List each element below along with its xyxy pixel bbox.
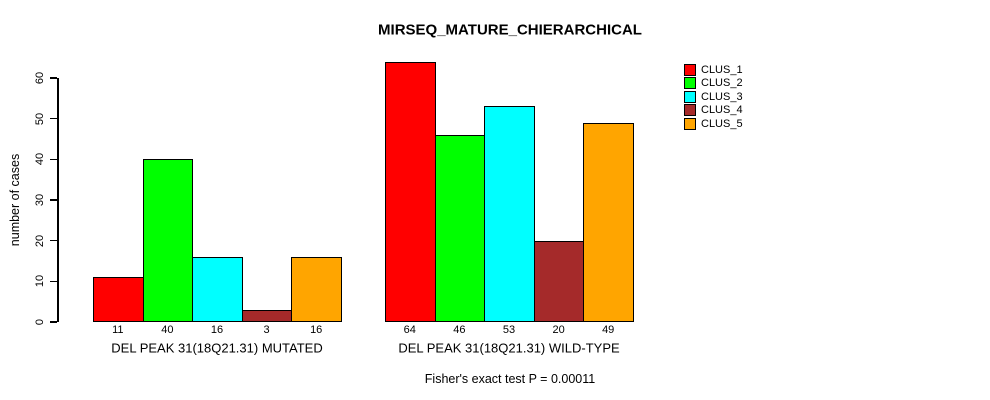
legend-swatch-icon — [684, 117, 696, 130]
y-tick-mark — [50, 199, 57, 201]
chart-title: MIRSEQ_MATURE_CHIERARCHICAL — [378, 21, 642, 39]
legend-label: CLUS_1 — [701, 63, 743, 76]
bar-CLUS_4-group1 — [533, 240, 585, 322]
legend-item-CLUS_2: CLUS_2 — [684, 77, 743, 90]
bar-value-label: 64 — [403, 324, 416, 336]
bar-value-label: 3 — [263, 324, 270, 336]
legend-label: CLUS_3 — [701, 90, 743, 103]
bar-value-label: 16 — [210, 324, 224, 336]
bar-CLUS_5-group0 — [291, 256, 342, 322]
y-axis-line — [57, 78, 59, 322]
y-tick-mark — [50, 239, 57, 242]
y-tick-label: 10 — [34, 275, 46, 288]
y-tick-label: 40 — [34, 153, 46, 166]
bar-CLUS_2-group0 — [142, 159, 194, 322]
legend-label: CLUS_5 — [701, 117, 743, 130]
legend-label: CLUS_2 — [701, 77, 743, 90]
legend-swatch-icon — [684, 77, 696, 90]
bar-CLUS_3-group0 — [192, 256, 243, 322]
y-tick-label: 60 — [34, 71, 46, 85]
x-category-label: DEL PEAK 31(18Q21.31) WILD-TYPE — [398, 340, 620, 356]
bar-value-label: 49 — [602, 324, 615, 336]
x-category-label: DEL PEAK 31(18Q21.31) MUTATED — [111, 340, 323, 356]
legend-item-CLUS_5: CLUS_5 — [684, 117, 743, 130]
bar-value-label: 40 — [161, 324, 174, 336]
y-tick-mark — [50, 321, 57, 323]
bar-CLUS_5-group1 — [583, 122, 634, 322]
legend-swatch-icon — [684, 90, 696, 103]
bar-value-label: 20 — [552, 324, 565, 336]
y-tick-label: 0 — [34, 318, 46, 326]
legend-item-CLUS_4: CLUS_4 — [684, 104, 743, 117]
bar-CLUS_3-group1 — [484, 106, 535, 322]
y-tick-mark — [50, 117, 57, 120]
bar-value-label: 16 — [310, 324, 323, 336]
y-tick-mark — [50, 77, 57, 79]
y-axis-label: number of cases — [8, 153, 22, 247]
y-tick-label: 30 — [34, 193, 46, 207]
y-tick-mark — [50, 158, 57, 161]
bar-value-label: 46 — [453, 324, 466, 336]
y-tick-label: 50 — [34, 112, 46, 125]
legend-swatch-icon — [684, 63, 696, 76]
legend-item-CLUS_3: CLUS_3 — [684, 90, 743, 103]
bar-value-label: 11 — [112, 324, 124, 336]
legend-item-CLUS_1: CLUS_1 — [684, 63, 743, 76]
chart-subtitle: Fisher's exact test P = 0.00011 — [424, 372, 596, 386]
y-tick-label: 20 — [34, 234, 46, 247]
bar-CLUS_1-group1 — [385, 61, 436, 322]
bar-value-label: 53 — [502, 324, 516, 336]
legend-swatch-icon — [684, 104, 696, 117]
bar-CLUS_4-group0 — [241, 309, 293, 322]
bar-CLUS_1-group0 — [93, 277, 144, 322]
y-tick-mark — [50, 280, 57, 283]
bar-CLUS_2-group1 — [434, 134, 486, 322]
legend-label: CLUS_4 — [701, 104, 743, 117]
